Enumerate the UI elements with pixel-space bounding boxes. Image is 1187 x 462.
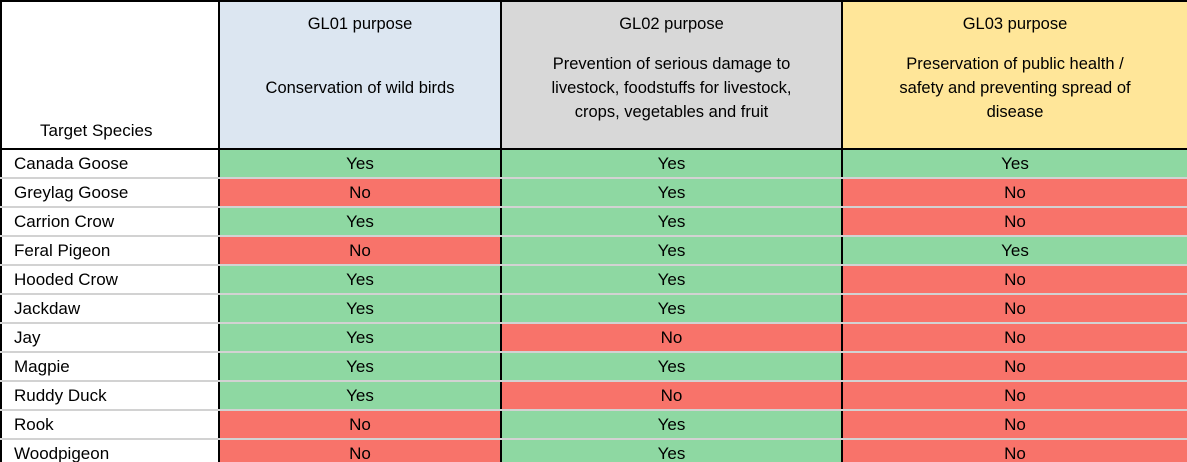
- value-cell-yes: Yes: [500, 410, 842, 440]
- species-cell: Greylag Goose: [1, 178, 219, 208]
- table-row: Greylag Goose No Yes No: [1, 178, 1187, 208]
- value-cell-yes: Yes: [841, 149, 1187, 179]
- species-cell: Woodpigeon: [1, 439, 219, 462]
- gl01-title: GL01 purpose: [307, 15, 413, 33]
- value-cell-yes: Yes: [500, 207, 842, 237]
- value-cell-yes: Yes: [218, 294, 501, 324]
- table-row: Canada Goose Yes Yes Yes: [1, 149, 1187, 179]
- value-cell-yes: Yes: [500, 265, 842, 295]
- species-cell: Ruddy Duck: [1, 381, 219, 411]
- value-cell-no: No: [841, 294, 1187, 324]
- table-row: Jay Yes No No: [1, 323, 1187, 353]
- column-header-gl03: GL03 purpose Preservation of public heal…: [841, 1, 1187, 150]
- gl02-description: Prevention of serious damage to livestoc…: [551, 55, 792, 121]
- table-row: Woodpigeon No Yes No: [1, 439, 1187, 462]
- species-cell: Canada Goose: [1, 149, 219, 179]
- header-row: Target Species GL01 purpose Conservation…: [1, 1, 1187, 150]
- value-cell-yes: Yes: [500, 294, 842, 324]
- table-row: Jackdaw Yes Yes No: [1, 294, 1187, 324]
- value-cell-yes: Yes: [500, 352, 842, 382]
- species-cell: Magpie: [1, 352, 219, 382]
- species-cell: Rook: [1, 410, 219, 440]
- value-cell-yes: Yes: [500, 236, 842, 266]
- value-cell-no: No: [841, 439, 1187, 462]
- value-cell-no: No: [841, 410, 1187, 440]
- value-cell-yes: Yes: [500, 149, 842, 179]
- value-cell-no: No: [500, 381, 842, 411]
- value-cell-no: No: [841, 265, 1187, 295]
- column-header-gl01: GL01 purpose Conservation of wild birds: [218, 1, 501, 150]
- gl01-description: Conservation of wild birds: [265, 79, 455, 97]
- gl03-title: GL03 purpose: [962, 15, 1068, 33]
- value-cell-no: No: [841, 381, 1187, 411]
- corner-header-target-species: Target Species: [1, 1, 219, 150]
- value-cell-no: No: [218, 410, 501, 440]
- value-cell-no: No: [841, 323, 1187, 353]
- value-cell-yes: Yes: [218, 323, 501, 353]
- value-cell-no: No: [841, 178, 1187, 208]
- value-cell-no: No: [218, 439, 501, 462]
- table-row: Rook No Yes No: [1, 410, 1187, 440]
- table-row: Feral Pigeon No Yes Yes: [1, 236, 1187, 266]
- value-cell-no: No: [841, 207, 1187, 237]
- value-cell-yes: Yes: [218, 149, 501, 179]
- value-cell-yes: Yes: [218, 207, 501, 237]
- value-cell-yes: Yes: [218, 265, 501, 295]
- value-cell-no: No: [218, 236, 501, 266]
- value-cell-yes: Yes: [218, 352, 501, 382]
- table-row: Carrion Crow Yes Yes No: [1, 207, 1187, 237]
- species-cell: Carrion Crow: [1, 207, 219, 237]
- table-row: Ruddy Duck Yes No No: [1, 381, 1187, 411]
- value-cell-no: No: [218, 178, 501, 208]
- species-cell: Jay: [1, 323, 219, 353]
- value-cell-yes: Yes: [500, 439, 842, 462]
- gl03-description: Preservation of public health / safety a…: [899, 55, 1131, 121]
- column-header-gl02: GL02 purpose Prevention of serious damag…: [500, 1, 842, 150]
- value-cell-yes: Yes: [841, 236, 1187, 266]
- table-row: Magpie Yes Yes No: [1, 352, 1187, 382]
- value-cell-no: No: [500, 323, 842, 353]
- value-cell-yes: Yes: [500, 178, 842, 208]
- species-cell: Hooded Crow: [1, 265, 219, 295]
- species-cell: Feral Pigeon: [1, 236, 219, 266]
- value-cell-no: No: [841, 352, 1187, 382]
- gl02-title: GL02 purpose: [619, 15, 724, 33]
- table-row: Hooded Crow Yes Yes No: [1, 265, 1187, 295]
- species-cell: Jackdaw: [1, 294, 219, 324]
- value-cell-yes: Yes: [218, 381, 501, 411]
